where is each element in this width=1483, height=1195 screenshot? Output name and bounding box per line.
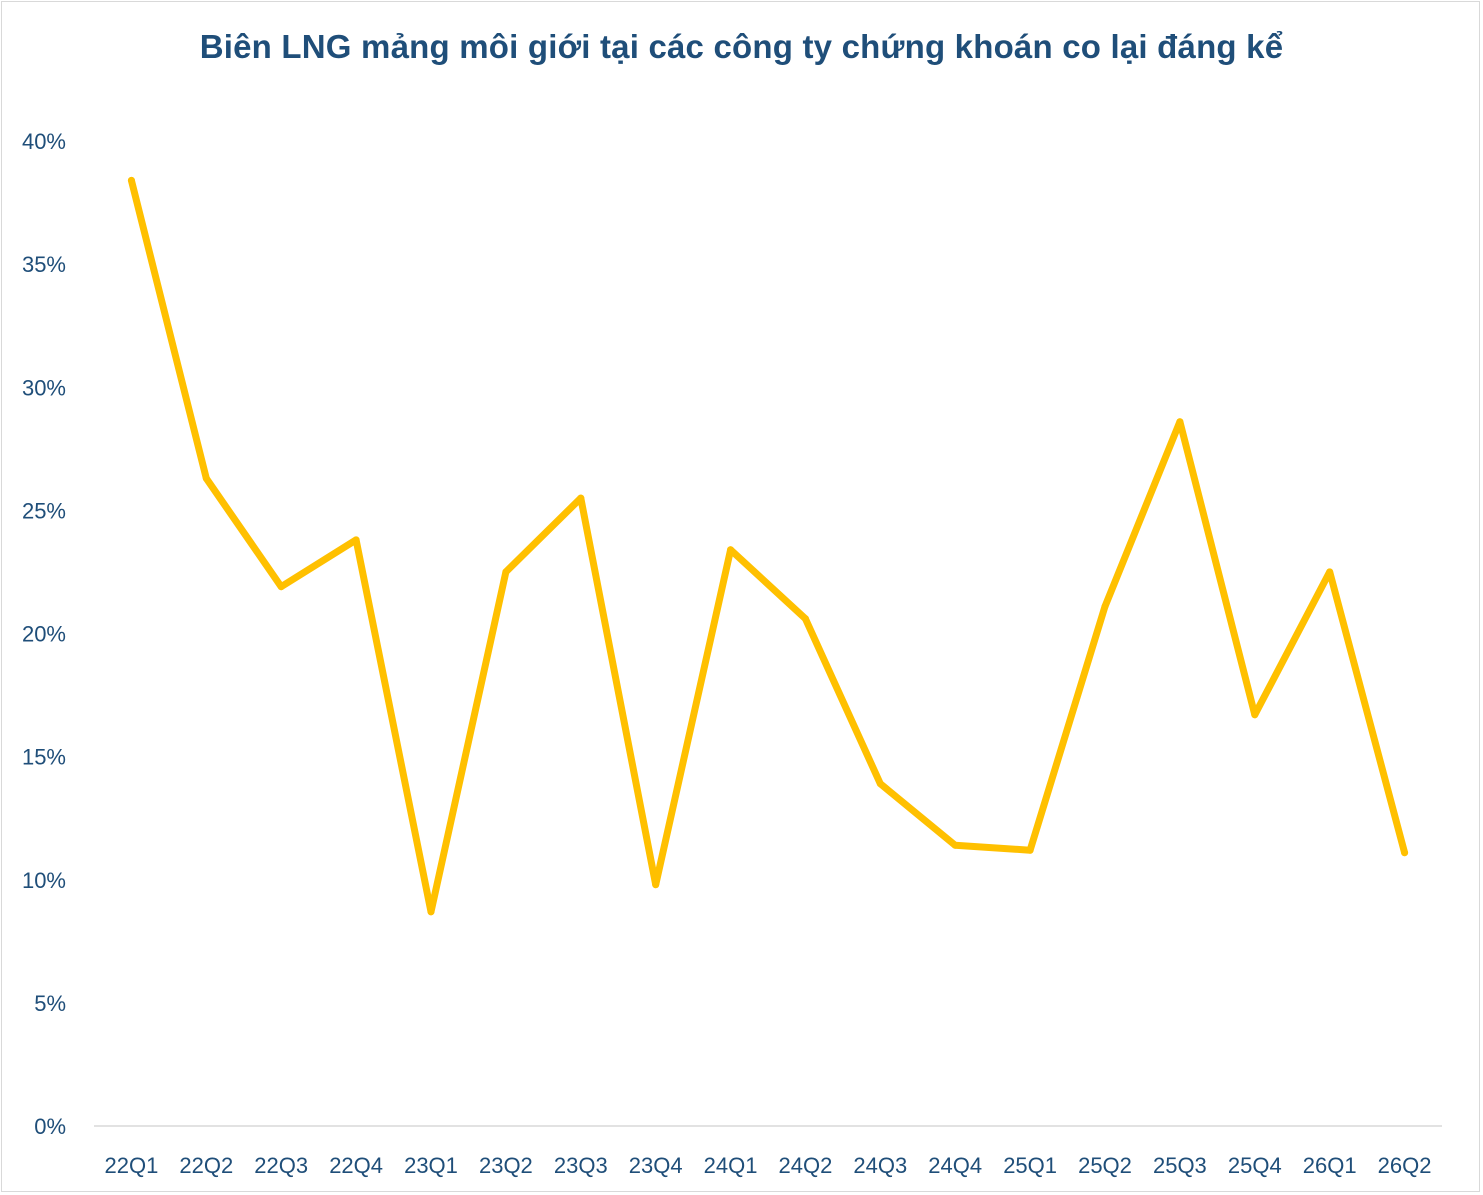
x-tick-label: 23Q3 bbox=[554, 1153, 608, 1178]
x-tick-label: 22Q2 bbox=[179, 1153, 233, 1178]
y-tick-label: 0% bbox=[34, 1114, 66, 1139]
data-point bbox=[277, 583, 285, 591]
y-tick-label: 20% bbox=[22, 622, 66, 647]
data-point bbox=[1326, 568, 1334, 576]
x-tick-label: 26Q2 bbox=[1378, 1153, 1432, 1178]
x-tick-label: 23Q1 bbox=[404, 1153, 458, 1178]
x-tick-label: 24Q4 bbox=[928, 1153, 982, 1178]
data-point bbox=[427, 908, 435, 916]
x-tick-label: 25Q3 bbox=[1153, 1153, 1207, 1178]
data-point bbox=[202, 474, 210, 482]
data-point bbox=[1026, 846, 1034, 854]
data-point bbox=[352, 536, 360, 544]
data-point bbox=[876, 780, 884, 788]
y-tick-label: 15% bbox=[22, 745, 66, 770]
x-tick-label: 25Q1 bbox=[1003, 1153, 1057, 1178]
x-tick-label: 22Q3 bbox=[254, 1153, 308, 1178]
x-tick-label: 22Q4 bbox=[329, 1153, 383, 1178]
data-point bbox=[577, 494, 585, 502]
data-point bbox=[1251, 711, 1259, 719]
chart-title: Biên LNG mảng môi giới tại các công ty c… bbox=[199, 28, 1284, 65]
x-tick-label: 23Q2 bbox=[479, 1153, 533, 1178]
x-tick-label: 24Q2 bbox=[779, 1153, 833, 1178]
data-point bbox=[127, 176, 135, 184]
x-tick-label: 25Q2 bbox=[1078, 1153, 1132, 1178]
data-point bbox=[951, 841, 959, 849]
data-point bbox=[502, 568, 510, 576]
x-tick-label: 24Q1 bbox=[704, 1153, 758, 1178]
data-point bbox=[652, 881, 660, 889]
data-point bbox=[1101, 602, 1109, 610]
x-tick-label: 23Q4 bbox=[629, 1153, 683, 1178]
x-tick-label: 26Q1 bbox=[1303, 1153, 1357, 1178]
data-point bbox=[1176, 418, 1184, 426]
series-line bbox=[127, 176, 1409, 916]
data-point bbox=[727, 546, 735, 554]
x-tick-label: 24Q3 bbox=[853, 1153, 907, 1178]
x-tick-label: 22Q1 bbox=[105, 1153, 159, 1178]
y-tick-label: 10% bbox=[22, 868, 66, 893]
x-tick-label: 25Q4 bbox=[1228, 1153, 1282, 1178]
y-tick-label: 30% bbox=[22, 375, 66, 400]
y-tick-label: 25% bbox=[22, 498, 66, 523]
y-tick-label: 35% bbox=[22, 252, 66, 277]
y-tick-label: 5% bbox=[34, 991, 66, 1016]
y-tick-label: 40% bbox=[22, 129, 66, 154]
data-point bbox=[801, 615, 809, 623]
data-point bbox=[1401, 849, 1409, 857]
